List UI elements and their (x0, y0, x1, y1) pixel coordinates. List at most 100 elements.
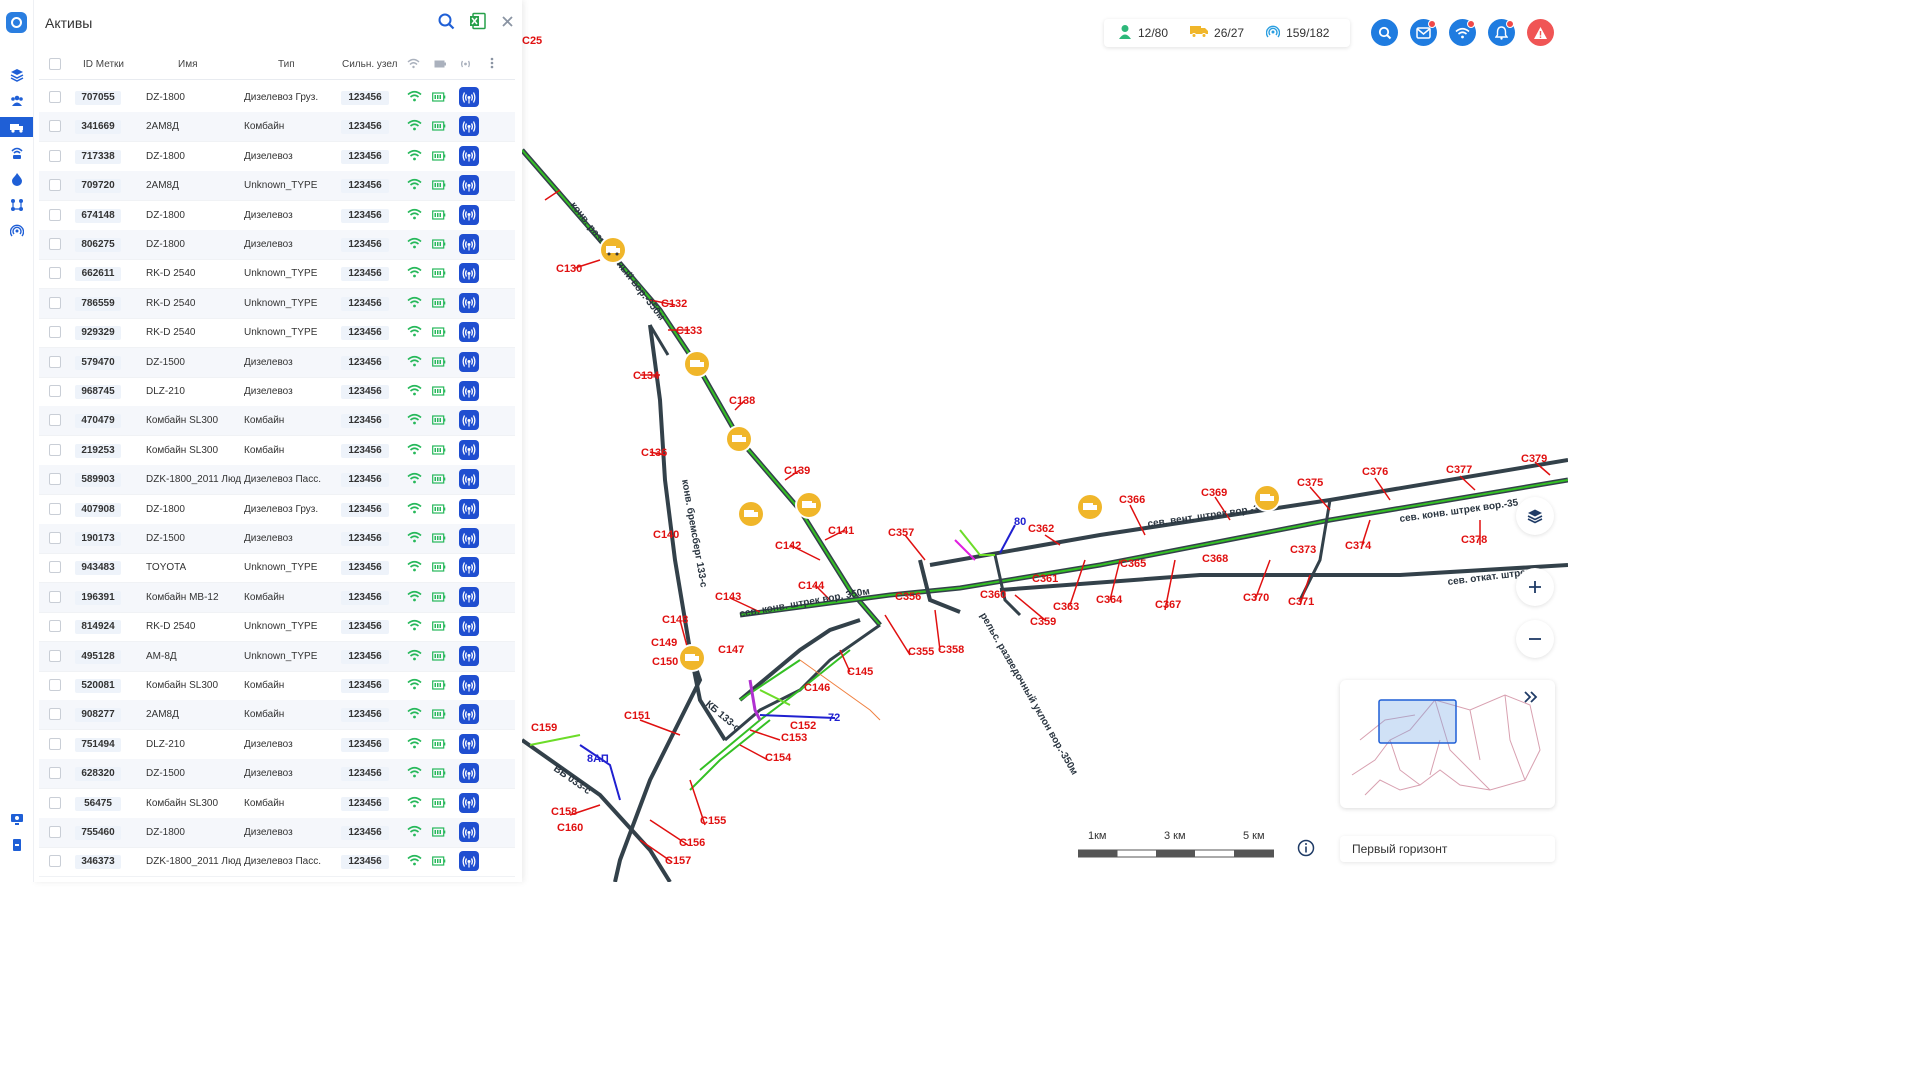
radio-signal-icon[interactable] (459, 792, 479, 813)
table-row[interactable]: 717338 DZ-1800 Дизелевоз 123456 (39, 142, 515, 172)
radio-signal-icon[interactable] (459, 292, 479, 313)
radio-signal-icon[interactable] (459, 263, 479, 284)
table-row[interactable]: 751494 DLZ-210 Дизелевоз 123456 (39, 730, 515, 760)
row-checkbox[interactable] (49, 649, 61, 662)
radio-signal-icon[interactable] (459, 675, 479, 695)
column-header-type[interactable]: Тип (278, 59, 295, 70)
radio-signal-icon[interactable] (459, 322, 479, 343)
row-checkbox[interactable] (49, 473, 61, 486)
radio-signal-icon[interactable] (459, 733, 479, 754)
table-row[interactable]: 520081 Комбайн SL300 Комбайн 123456 (39, 671, 515, 701)
row-checkbox[interactable] (49, 91, 61, 103)
excel-export-icon[interactable] (469, 12, 487, 35)
row-checkbox[interactable] (49, 796, 61, 809)
table-row[interactable]: 219253 Комбайн SL300 Комбайн 123456 (39, 436, 515, 466)
radio-signal-icon[interactable] (459, 704, 479, 725)
alarm-button[interactable] (1527, 19, 1554, 46)
row-checkbox[interactable] (49, 238, 61, 250)
table-row[interactable]: 786559 RK-D 2540 Unknown_TYPE 123456 (39, 288, 515, 319)
notifications-button[interactable] (1488, 19, 1515, 46)
row-checkbox[interactable] (49, 737, 61, 750)
radio-signal-icon[interactable] (459, 586, 479, 607)
minimap[interactable] (1340, 680, 1555, 808)
info-icon[interactable] (1297, 839, 1315, 857)
routes-nav-icon[interactable] (0, 195, 33, 215)
row-checkbox[interactable] (49, 561, 61, 574)
table-row[interactable]: 968745 DLZ-210 Дизелевоз 123456 (39, 377, 515, 407)
row-checkbox[interactable] (49, 385, 61, 397)
row-checkbox[interactable] (49, 767, 61, 780)
radio-signal-icon[interactable] (459, 439, 479, 460)
table-row[interactable]: 755460 DZ-1800 Дизелевоз 123456 (39, 818, 515, 848)
beacons-nav-icon[interactable] (0, 221, 33, 241)
radio-signal-icon[interactable] (459, 498, 479, 519)
row-checkbox[interactable] (49, 179, 61, 192)
radio-signal-icon[interactable] (459, 145, 479, 166)
row-checkbox[interactable] (49, 267, 61, 280)
table-row[interactable]: 407908 DZ-1800 Дизелевоз Груз. 123456 (39, 495, 515, 525)
row-checkbox[interactable] (49, 443, 61, 456)
table-row[interactable]: 929329 RK-D 2540 Unknown_TYPE 123456 (39, 318, 515, 349)
row-checkbox[interactable] (49, 620, 61, 633)
radio-signal-icon[interactable] (459, 822, 479, 842)
vehicle-marker-icon[interactable] (1076, 493, 1104, 521)
column-header-id[interactable]: ID Метки (83, 59, 124, 70)
column-header-name[interactable]: Имя (178, 59, 198, 70)
table-row[interactable]: 56475 Комбайн SL300 Комбайн 123456 (39, 789, 515, 819)
zoom-in-button[interactable] (1516, 568, 1554, 606)
radio-signal-icon[interactable] (459, 469, 479, 490)
table-row[interactable]: 579470 DZ-1500 Дизелевоз 123456 (39, 347, 515, 378)
table-row[interactable]: 470479 Комбайн SL300 Комбайн 123456 (39, 406, 515, 437)
radio-signal-icon[interactable] (459, 528, 479, 548)
row-checkbox[interactable] (49, 414, 61, 427)
radio-signal-icon[interactable] (459, 175, 479, 196)
radio-signal-icon[interactable] (459, 616, 479, 637)
radio-signal-icon[interactable] (459, 234, 479, 254)
close-icon[interactable] (501, 15, 514, 33)
table-row[interactable]: 346373 DZK-1800_2011 Люд Дизелевоз Пасс. 12… (39, 847, 515, 878)
row-checkbox[interactable] (49, 149, 61, 162)
table-row[interactable]: 628320 DZ-1500 Дизелевоз 123456 (39, 759, 515, 790)
radio-signal-icon[interactable] (459, 557, 479, 578)
vehicle-marker-icon[interactable] (683, 350, 711, 378)
vehicle-marker-icon[interactable] (599, 236, 627, 264)
table-row[interactable]: 341669 2АМ8Д Комбайн 123456 (39, 112, 515, 143)
table-row[interactable]: 814924 RK-D 2540 Unknown_TYPE 123456 (39, 612, 515, 643)
row-checkbox[interactable] (49, 826, 61, 838)
row-checkbox[interactable] (49, 590, 61, 603)
row-checkbox[interactable] (49, 120, 61, 133)
vehicle-marker-icon[interactable] (795, 491, 823, 519)
table-row[interactable]: 674148 DZ-1800 Дизелевоз 123456 (39, 201, 515, 231)
radio-signal-icon[interactable] (459, 763, 479, 784)
table-row[interactable]: 495128 АМ-8Д Unknown_TYPE 123456 (39, 641, 515, 672)
column-header-node[interactable]: Сильн. узел (342, 59, 398, 70)
wifi-button[interactable] (1449, 19, 1476, 46)
radio-signal-icon[interactable] (459, 381, 479, 401)
more-options-icon[interactable] (490, 57, 494, 72)
row-checkbox[interactable] (49, 708, 61, 721)
vehicle-marker-icon[interactable] (678, 644, 706, 672)
row-checkbox[interactable] (49, 855, 61, 868)
table-row[interactable]: 908277 2АМ8Д Комбайн 123456 (39, 700, 515, 731)
vehicle-marker-icon[interactable] (1253, 484, 1281, 512)
table-row[interactable]: 707055 DZ-1800 Дизелевоз Груз. 123456 (39, 83, 515, 113)
row-checkbox[interactable] (49, 679, 61, 691)
radio-signal-icon[interactable] (459, 87, 479, 107)
logout-nav-icon[interactable] (0, 835, 33, 855)
radio-signal-icon[interactable] (459, 116, 479, 137)
radio-signal-icon[interactable] (459, 204, 479, 225)
table-row[interactable]: 662611 RK-D 2540 Unknown_TYPE 123456 (39, 259, 515, 290)
minimap-viewport[interactable] (1378, 699, 1457, 744)
search-icon[interactable] (438, 13, 455, 35)
row-checkbox[interactable] (49, 502, 61, 515)
layers-nav-icon[interactable] (0, 65, 33, 85)
people-nav-icon[interactable] (0, 91, 33, 111)
radio-signal-icon[interactable] (459, 351, 479, 372)
access-point-nav-icon[interactable] (0, 143, 33, 163)
select-all-checkbox[interactable] (49, 58, 61, 70)
horizon-select[interactable]: Первый горизонт (1340, 836, 1555, 862)
vehicle-marker-icon[interactable] (725, 425, 753, 453)
table-row[interactable]: 709720 2АМ8Д Unknown_TYPE 123456 (39, 171, 515, 202)
table-row[interactable]: 196391 Комбайн МВ-12 Комбайн 123456 (39, 582, 515, 613)
monitor-nav-icon[interactable] (0, 809, 33, 829)
